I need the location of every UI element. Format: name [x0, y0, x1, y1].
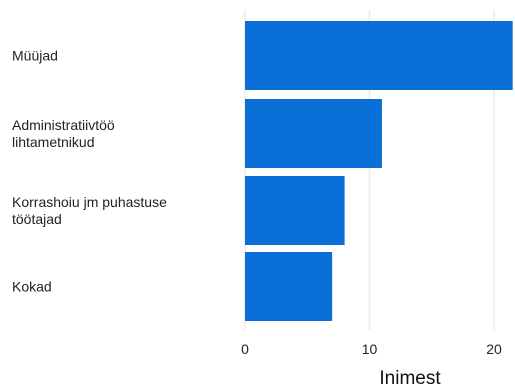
x-axis-title: Inimest [379, 368, 441, 388]
category-label-line: Kokad [12, 279, 52, 295]
category-label-line: Müüjad [12, 48, 58, 64]
x-tick-label: 20 [486, 341, 502, 357]
bar [245, 99, 382, 168]
category-label-line: Korrashoiu jm puhastuse [12, 194, 167, 210]
category-label: Administratiivtöö lihtametnikud [12, 117, 115, 150]
category-label-line: lihtametnikud [12, 134, 95, 150]
bar [245, 176, 345, 245]
category-labels: Müüjad Administratiivtöö lihtametnikud Korr… [12, 48, 167, 295]
category-label: Kokad [12, 279, 52, 295]
x-tick-labels: 0 10 20 [241, 341, 502, 357]
category-label-line: Administratiivtöö [12, 117, 115, 133]
category-label: Müüjad [12, 48, 58, 64]
category-label: Korrashoiu jm puhastuse töötajad [12, 194, 167, 227]
bars [245, 21, 513, 321]
bar [245, 21, 513, 90]
x-tick-label: 0 [241, 341, 249, 357]
category-label-line: töötajad [12, 211, 62, 227]
x-tick-label: 10 [362, 341, 378, 357]
bar [245, 252, 333, 321]
